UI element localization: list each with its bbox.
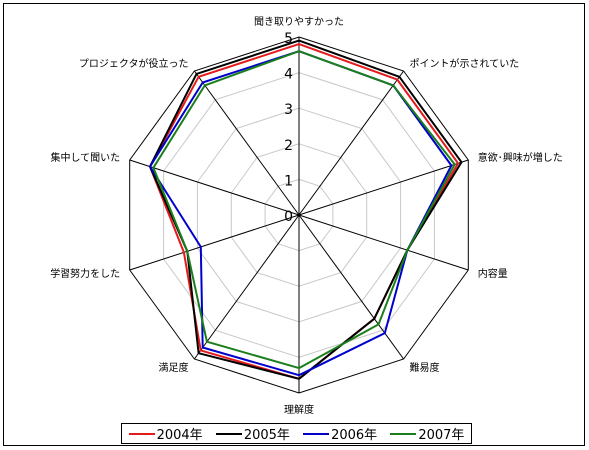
category-label: 学習努力をした <box>50 267 120 280</box>
axis-spoke <box>193 214 300 360</box>
legend-swatch <box>215 432 242 435</box>
legend-swatch <box>390 432 417 435</box>
axis-spoke <box>298 70 405 216</box>
legend-swatch <box>303 432 330 435</box>
category-label: ポイントが示されていた <box>410 57 520 70</box>
axis-spoke <box>129 159 300 216</box>
category-label: 満足度 <box>159 361 189 374</box>
radial-tick-label: 2 <box>284 138 293 154</box>
radial-tick-label: 0 <box>284 209 293 225</box>
category-label: 聞き取りやすかった <box>254 16 344 28</box>
axis-spoke <box>298 214 469 271</box>
radar-chart: 0 1 2 3 4 5 聞き取りやすかったポイントが示されていた意欲･興味が増した内容量難易… <box>50 16 563 416</box>
axis-spoke <box>193 70 300 216</box>
legend-item: 2007年 <box>390 424 464 443</box>
legend-label: 2004年 <box>156 428 203 443</box>
legend-item: 2006年 <box>303 424 377 443</box>
legend-item: 2004年 <box>128 424 203 443</box>
axis-spoke <box>298 214 405 360</box>
radial-tick-label: 1 <box>284 173 293 189</box>
category-label: 理解度 <box>284 403 314 416</box>
series-line-3 <box>149 50 453 377</box>
legend-label: 2006年 <box>331 428 378 443</box>
category-label: 意欲･興味が増した <box>478 151 563 164</box>
series-line-2 <box>149 39 463 380</box>
category-label: 難易度 <box>410 361 440 374</box>
legend-label: 2007年 <box>418 428 465 443</box>
axis-spoke <box>298 159 469 216</box>
category-label: プロジェクタが役立った <box>79 57 189 70</box>
chart-frame: 0 1 2 3 4 5 聞き取りやすかったポイントが示されていた意欲･興味が増した 内容量難易… <box>3 3 585 446</box>
legend: 2004年 2005年 2006年 2007年 <box>121 423 472 444</box>
axis-spoke <box>129 214 300 271</box>
legend-item: 2005年 <box>215 424 290 443</box>
category-label: 内容量 <box>478 267 508 280</box>
radial-tick-label: 5 <box>284 31 293 47</box>
category-label: 集中して聞いた <box>50 151 120 164</box>
legend-label: 2005年 <box>243 428 290 443</box>
radial-tick-label: 4 <box>284 67 293 83</box>
legend-swatch <box>128 432 155 435</box>
radial-tick-label: 3 <box>284 102 293 118</box>
series-line-4 <box>152 50 456 370</box>
